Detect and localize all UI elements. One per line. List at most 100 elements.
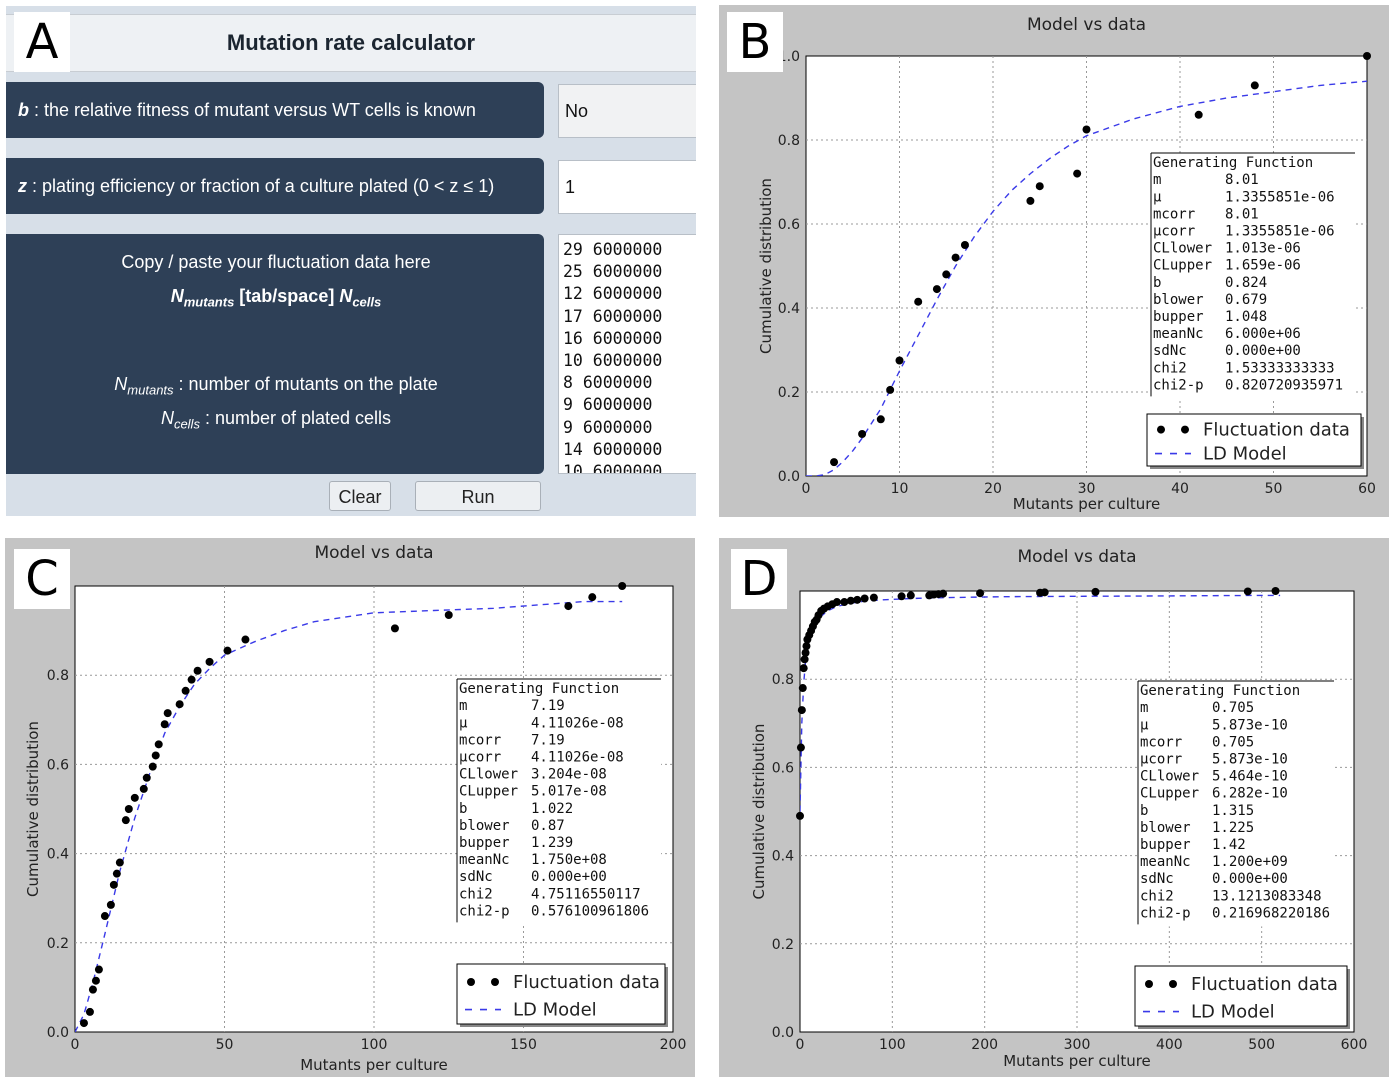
stats-value: 0.705 [1212,700,1254,716]
stats-value: 1.022 [531,801,573,817]
stats-value: 1.048 [1225,309,1267,325]
stats-key: μ [1140,717,1149,733]
fluctuation-data-point [840,598,849,607]
stats-title: Generating Function [1153,155,1313,171]
x-tick-label: 60 [1358,481,1376,497]
y-axis-label: Cumulative distribution [24,721,42,897]
plating-var: z [18,176,27,196]
fitness-known-label-box: b : the relative fitness of mutant versu… [6,82,544,138]
x-tick-label: 20 [984,481,1002,497]
fluctuation-data-point [564,602,573,611]
panel-letter-d: D [731,549,787,609]
fluctuation-data-point [801,648,810,657]
stats-value: 6.282e-10 [1212,786,1288,802]
fitness-known-label: b : the relative fitness of mutant versu… [6,82,544,138]
stats-key: meanNc [459,852,510,868]
format-n1: N [170,286,184,306]
y-tick-label: 0.0 [47,1025,69,1041]
y-tick-label: 0.2 [772,937,794,953]
x-tick-label: 0 [71,1037,80,1053]
stats-value: 1.3355851e-06 [1225,224,1335,240]
chart-panel-b: Model vs data 0 10 20 30 40 50 60 0.0 0.2 0.4 0.6 0.… [719,5,1389,517]
y-tick-label: 0.6 [778,217,800,233]
stats-key: sdNc [1140,871,1174,887]
fluctuation-data-point [588,593,597,602]
stats-key: meanNc [1140,854,1191,870]
fluctuation-data-point [796,811,804,820]
stats-key: mcorr [1140,734,1182,750]
stats-value: 13.1213083348 [1212,888,1322,904]
fluctuation-data-point [85,1007,94,1016]
plating-efficiency-input[interactable]: 1 [558,160,696,214]
calculator-title-bar: Mutation rate calculator [6,14,696,72]
stats-value: 1.42 [1212,837,1246,853]
fitness-select-value: No [565,101,589,121]
y-tick-label: 0.6 [772,760,794,776]
stats-key: meanNc [1153,326,1204,342]
data-row: 10 6000000 [563,351,663,371]
fitness-var: b [18,100,29,120]
fluctuation-data-point [187,675,196,684]
help-cells-text: : number of plated cells [199,408,392,428]
legend-box [456,963,666,1025]
fluctuation-data-point [148,762,157,771]
x-tick-label: 50 [216,1037,234,1053]
stats-value: 4.11026e-08 [531,715,624,731]
legend-marker-point [491,978,499,986]
fluctuation-data-point [869,593,878,602]
fluctuation-data-point [223,646,232,655]
paste-instructions-box: Copy / paste your fluctuation data here … [6,234,544,474]
stats-key: CLupper [459,784,518,800]
fluctuation-data-point [1082,125,1091,134]
x-tick-label: 500 [1248,1037,1275,1053]
fluctuation-data-point [951,253,960,262]
chart-b-svg: Model vs data 0 10 20 30 40 50 60 0.0 0.2 0.4 0.6 0.… [757,15,1376,513]
stats-key: chi2-p [1153,377,1204,393]
y-tick-label: 0.4 [772,849,794,865]
panel-letter-a: A [14,12,70,72]
fluctuation-data-point [906,591,915,600]
legend-label-data: Fluctuation data [1191,974,1338,995]
fluctuation-data-point [853,595,862,604]
fluctuation-data-point [109,880,118,889]
data-row: 17 6000000 [563,306,663,326]
y-axis-label: Cumulative distribution [757,178,775,354]
y-tick-label: 0.4 [47,847,69,863]
plating-efficiency-label: z : plating efficiency or fraction of a … [6,158,544,214]
paste-title: Copy / paste your fluctuation data here [121,252,431,272]
fluctuation-data-point [830,458,839,467]
y-tick-label: 0.4 [778,301,800,317]
data-row: 29 6000000 [563,240,663,259]
x-tick-label: 600 [1341,1037,1368,1053]
fluctuation-data-textarea[interactable]: 29 6000000 25 6000000 12 6000000 17 6000000… [558,234,696,474]
stats-key: CLlower [1140,769,1199,785]
fluctuation-data-point [932,285,941,294]
legend-box [1146,413,1362,467]
legend-marker-point [1169,980,1177,988]
fitness-known-select[interactable]: No [558,84,696,138]
clear-button[interactable]: Clear [329,481,391,511]
fluctuation-data-point [444,610,453,619]
y-tick-label: 0.0 [778,469,800,485]
stats-value: 1.239 [531,835,573,851]
help-cells-n: N [160,408,174,428]
x-axis-label: Mutants per culture [1013,495,1161,513]
panel-letter-c: C [14,549,70,609]
data-row: 25 6000000 [563,262,663,282]
stats-title: Generating Function [459,681,619,697]
stats-value: 0.576100961806 [531,903,649,919]
chart-panel-c: Model vs data 0 50 100 150 200 0.0 0.2 0.4 0.6 0.8… [5,538,695,1077]
stats-key: chi2 [1153,360,1187,376]
run-button[interactable]: Run [415,481,541,511]
fluctuation-data-point [1073,169,1082,178]
stats-key: CLlower [459,767,518,783]
plating-efficiency-label-box: z : plating efficiency or fraction of a … [6,158,544,214]
fluctuation-data-point [846,596,855,605]
stats-key: chi2 [459,886,493,902]
stats-value: 7.19 [531,732,565,748]
stats-title: Generating Function [1140,683,1300,699]
help-cells-sub: cells [173,416,200,432]
stats-value: 1.225 [1212,820,1254,836]
y-tick-label: 0.8 [772,672,794,688]
paste-format: Nmutants [tab/space] Ncells [6,286,546,310]
